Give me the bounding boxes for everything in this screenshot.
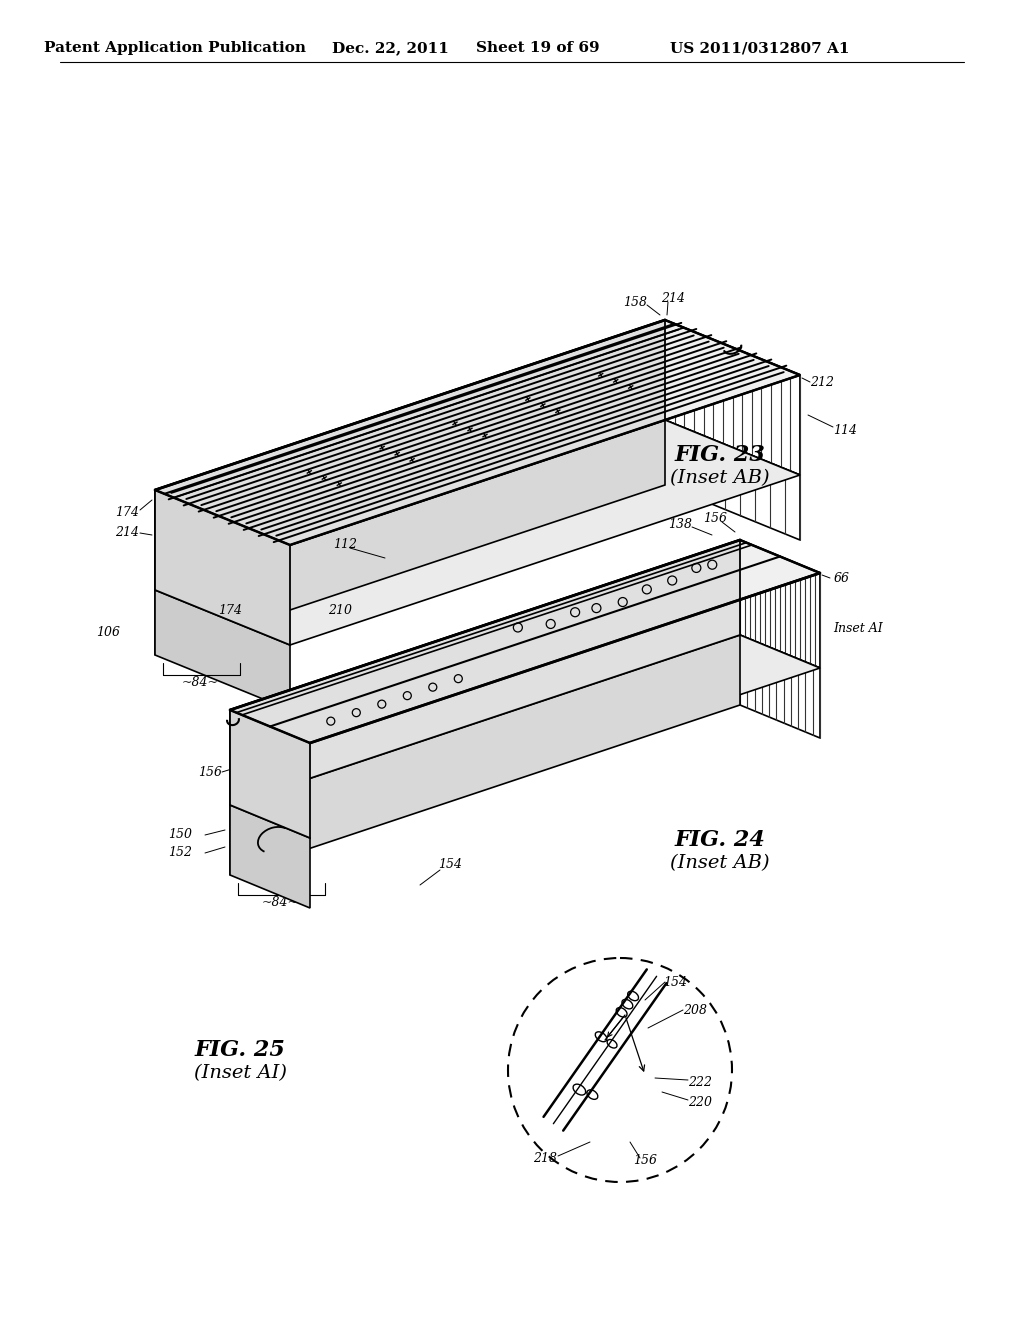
- Text: 208: 208: [473, 711, 497, 725]
- Text: FIG. 25: FIG. 25: [195, 1039, 286, 1061]
- Text: 218: 218: [534, 1151, 557, 1164]
- Text: 214: 214: [115, 525, 139, 539]
- Text: 156: 156: [633, 1154, 657, 1167]
- Text: 138: 138: [668, 519, 692, 532]
- Text: 158: 158: [623, 296, 647, 309]
- Text: (Inset AB): (Inset AB): [670, 469, 770, 487]
- Polygon shape: [155, 319, 800, 545]
- Text: 106: 106: [96, 626, 120, 639]
- Text: US 2011/0312807 A1: US 2011/0312807 A1: [671, 41, 850, 55]
- Polygon shape: [740, 635, 820, 738]
- Text: Inset AI: Inset AI: [834, 622, 883, 635]
- Text: 212: 212: [810, 376, 834, 389]
- Text: 174: 174: [115, 506, 139, 519]
- Polygon shape: [665, 420, 800, 540]
- Text: 140: 140: [406, 743, 430, 756]
- Polygon shape: [155, 590, 290, 710]
- Polygon shape: [665, 319, 800, 475]
- Text: 152: 152: [168, 846, 193, 859]
- Polygon shape: [740, 540, 820, 668]
- Text: 220: 220: [688, 1096, 712, 1109]
- Text: 214: 214: [662, 292, 685, 305]
- Polygon shape: [230, 710, 310, 838]
- Text: 222: 222: [688, 1076, 712, 1089]
- Polygon shape: [230, 540, 820, 743]
- Polygon shape: [230, 635, 820, 838]
- Polygon shape: [155, 420, 665, 655]
- Text: 150: 150: [168, 829, 193, 842]
- Text: 66: 66: [834, 572, 850, 585]
- Text: 114: 114: [833, 424, 857, 437]
- Text: (Inset AI): (Inset AI): [194, 1064, 287, 1082]
- Text: ~84~: ~84~: [181, 676, 218, 689]
- Polygon shape: [230, 805, 310, 908]
- Text: Dec. 22, 2011: Dec. 22, 2011: [332, 41, 449, 55]
- Polygon shape: [155, 319, 665, 590]
- Text: 156: 156: [298, 722, 322, 734]
- Text: ~84~: ~84~: [261, 896, 299, 909]
- Text: 210: 210: [328, 603, 352, 616]
- Text: 156: 156: [198, 766, 222, 779]
- Text: 154: 154: [438, 858, 462, 871]
- Polygon shape: [230, 540, 740, 805]
- Polygon shape: [155, 420, 800, 645]
- Text: FIG. 23: FIG. 23: [675, 444, 765, 466]
- Text: Sheet 19 of 69: Sheet 19 of 69: [476, 41, 600, 55]
- Text: 154: 154: [268, 742, 292, 755]
- Text: 174: 174: [218, 603, 242, 616]
- Polygon shape: [155, 490, 290, 645]
- Text: 154: 154: [663, 975, 687, 989]
- Text: Patent Application Publication: Patent Application Publication: [44, 41, 306, 55]
- Text: (Inset AB): (Inset AB): [670, 854, 770, 873]
- Text: 208: 208: [683, 1003, 707, 1016]
- Text: 112: 112: [333, 539, 357, 552]
- Text: 156: 156: [703, 511, 727, 524]
- Text: FIG. 24: FIG. 24: [675, 829, 765, 851]
- Polygon shape: [230, 635, 740, 875]
